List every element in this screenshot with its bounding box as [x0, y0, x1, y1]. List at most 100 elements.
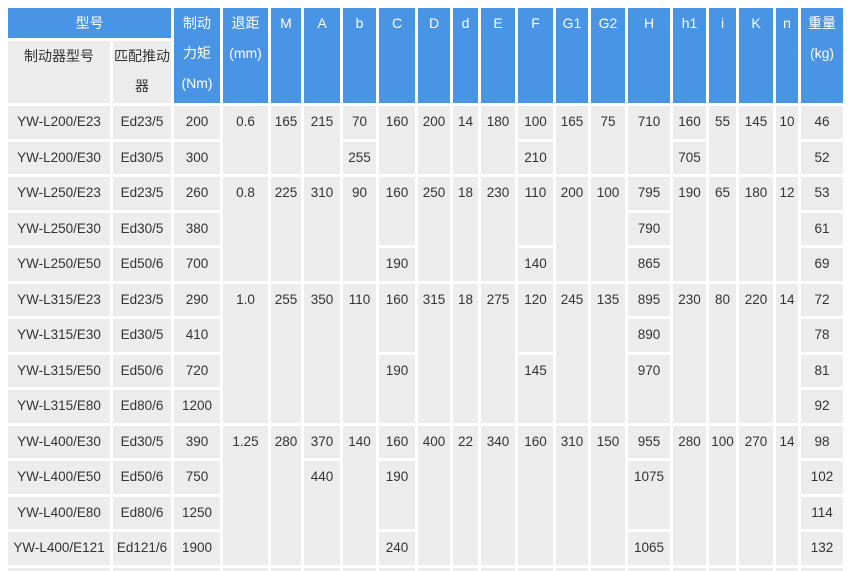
cell-H: 795: [628, 177, 670, 210]
cell-C: 160: [379, 177, 415, 245]
cell-pusher: Ed50/6: [113, 461, 171, 494]
cell-torque_nm: 1900: [174, 532, 220, 565]
cell-b: 255: [343, 141, 376, 174]
cell-C: [379, 567, 415, 571]
cell-pusher: Ed80/6: [113, 496, 171, 529]
table-row: YW-L315/E50 Ed50/6 720 190 145 970 81: [8, 354, 843, 423]
cell-torque_nm: 410: [174, 319, 220, 352]
cell-M: 280: [271, 425, 301, 565]
cell-H: [628, 567, 670, 571]
cell-weight_kg: 102: [801, 461, 843, 494]
cell-h1: 280: [673, 425, 706, 565]
cell-d: [453, 567, 478, 571]
cell-G2: 75: [591, 106, 625, 174]
cell-torque_nm: 300: [174, 141, 220, 174]
cell-H: 895: [628, 283, 670, 316]
cell-torque_nm: 260: [174, 177, 220, 210]
cell-n: 14: [776, 283, 798, 423]
cell-E: 180: [481, 106, 515, 174]
cell-weight_kg: 46: [801, 106, 843, 139]
cell-C: 160: [379, 425, 415, 458]
cell-weight_kg: 52: [801, 141, 843, 174]
cell-h1: 230: [673, 283, 706, 423]
cell-G1: 200: [556, 177, 588, 281]
cell-model: YW-L315/E30: [8, 319, 110, 352]
cell-model: YW-L250/E23: [8, 177, 110, 210]
group-header-model: 型号: [8, 8, 171, 38]
table-row: YW-L315/E23 Ed23/5 290 1.0 255 350 110 160 315 18…: [8, 283, 843, 423]
cell-weight_kg: 92: [801, 390, 843, 423]
column-header-G2: G2: [591, 8, 625, 103]
cell-retreat_mm: 0.8: [223, 177, 268, 281]
cell-n: 12: [776, 177, 798, 281]
cell-model: YW-L315/E50: [8, 354, 110, 387]
cell-torque_nm: 1250: [174, 496, 220, 529]
cell-D: [418, 567, 450, 571]
cell-G2: 150: [591, 425, 625, 565]
column-header-torque_nm: 制动 力矩 (Nm): [174, 8, 220, 103]
cell-d: 18: [453, 177, 478, 281]
cell-model: [8, 567, 110, 571]
column-header-i: i: [709, 8, 736, 103]
cell-torque_nm: 1200: [174, 390, 220, 423]
cell-pusher: Ed23/5: [113, 177, 171, 210]
table-row: YW-L400/E80 Ed80/6 1250 114: [8, 496, 843, 529]
cell-F: 120: [518, 283, 553, 352]
cell-model: YW-L400/E30: [8, 425, 110, 458]
cell-i: 80: [709, 283, 736, 423]
cell-n: 14: [776, 425, 798, 565]
cell-weight_kg: 114: [801, 496, 843, 529]
table-row: YW-L315/E80 Ed80/6 1200 92: [8, 390, 843, 423]
column-header-A: A: [304, 8, 340, 103]
column-header-n: n: [776, 8, 798, 103]
cell-D: 400: [418, 425, 450, 565]
cell-E: [481, 567, 515, 571]
cell-torque_nm: 750: [174, 461, 220, 494]
column-header-pusher: 匹配推动 器: [113, 41, 171, 103]
table-row: YW-L315/E30 Ed30/5 410 890 78: [8, 319, 843, 352]
cell-G1: 165: [556, 106, 588, 174]
cell-M: 225: [271, 177, 301, 281]
cell-weight_kg: 78: [801, 319, 843, 352]
column-header-E: E: [481, 8, 515, 103]
cell-model: YW-L400/E50: [8, 461, 110, 494]
cell-model: YW-L400/E80: [8, 496, 110, 529]
cell-H: 890: [628, 319, 670, 352]
cell-F: 160: [518, 425, 553, 565]
cell-torque_nm: 700: [174, 248, 220, 281]
cell-retreat_mm: [223, 567, 268, 571]
cell-C: 190: [379, 248, 415, 281]
cell-M: [271, 567, 301, 571]
cell-H: 1065: [628, 532, 670, 565]
column-header-C: C: [379, 8, 415, 103]
cell-H: 710: [628, 106, 670, 174]
cell-weight_kg: 72: [801, 283, 843, 316]
cell-A: 350: [304, 283, 340, 423]
table-row: YW-L250/E30 Ed30/5 380 790 61: [8, 212, 843, 245]
cell-model: YW-L315/E23: [8, 283, 110, 316]
cell-pusher: [113, 567, 171, 571]
cell-weight_kg: 98: [801, 425, 843, 458]
cell-A: 215: [304, 106, 340, 174]
cell-E: 230: [481, 177, 515, 281]
cell-n: [776, 567, 798, 571]
cell-model: YW-L250/E50: [8, 248, 110, 281]
cell-weight_kg: 53: [801, 177, 843, 210]
cell-model: YW-L200/E30: [8, 141, 110, 174]
table-body: YW-L200/E23 Ed23/5 200 0.6 165 215 70 160 200 14 1…: [8, 106, 843, 571]
column-header-D: D: [418, 8, 450, 103]
table-row: YW-L200/E23 Ed23/5 200 0.6 165 215 70 160 200 14 1…: [8, 106, 843, 174]
column-header-model: 制动器型号: [8, 41, 110, 103]
cell-K: 145: [739, 106, 773, 174]
column-header-G1: G1: [556, 8, 588, 103]
cell-D: 250: [418, 177, 450, 281]
cell-weight_kg: 132: [801, 532, 843, 565]
cell-E: 340: [481, 425, 515, 565]
cell-weight_kg: 81: [801, 354, 843, 387]
table-row-cutoff: [8, 567, 843, 571]
column-header-F: F: [518, 8, 553, 103]
column-header-H: H: [628, 8, 670, 103]
